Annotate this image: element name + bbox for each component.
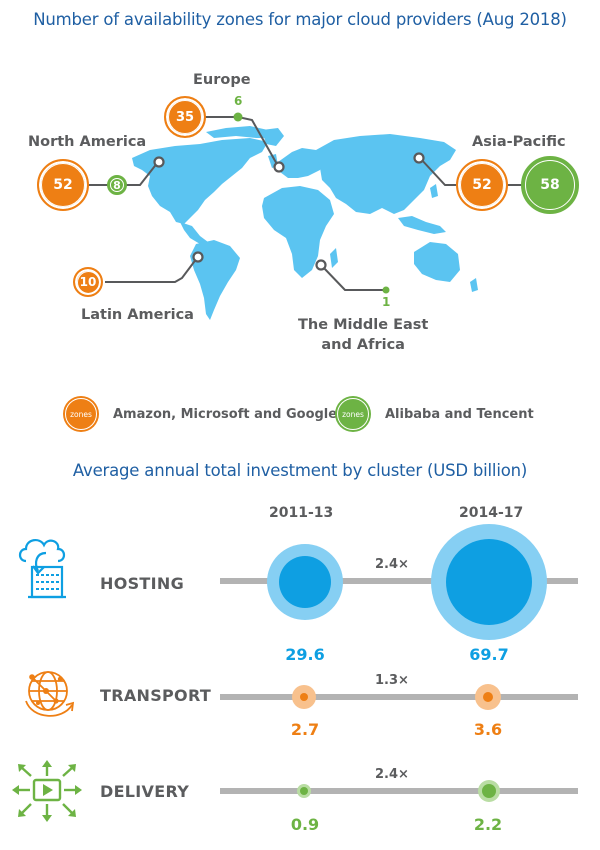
investment-chart-title: Average annual total investment by clust… xyxy=(72,461,528,480)
cluster-label-delivery: DELIVERY xyxy=(100,782,190,801)
region-label-asia-pacific: Asia-Pacific xyxy=(472,134,566,150)
legend-item-us-providers: zones Amazon, Microsoft and Google xyxy=(63,396,337,432)
world-map xyxy=(84,112,522,320)
continents xyxy=(132,126,478,320)
hosting-ratio: 2.4× xyxy=(375,557,409,572)
europe-china-count: 6 xyxy=(234,94,243,108)
bubble-asia-pacific-us: 52 xyxy=(456,159,508,211)
hosting-value-2011-13: 29.6 xyxy=(285,645,325,664)
marker-mea xyxy=(315,259,327,271)
region-label-mea: The Middle East and Africa xyxy=(298,317,429,353)
bubble-latin-america-us: 10 xyxy=(73,267,103,297)
video-broadcast-icon xyxy=(12,760,82,822)
transport-ratio: 1.3× xyxy=(375,673,409,688)
mea-china-count: 1 xyxy=(382,295,391,309)
legend-swatch-orange: zones xyxy=(63,396,99,432)
bubble-europe-us: 35 xyxy=(164,96,206,138)
location-markers xyxy=(153,152,425,271)
delivery-ratio: 2.4× xyxy=(375,767,409,782)
transport-value-2014-17: 3.6 xyxy=(473,720,503,739)
mea-china-dot xyxy=(382,286,390,294)
connector-lines xyxy=(84,116,522,291)
track-hosting xyxy=(220,578,578,584)
delivery-value-2014-17: 2.2 xyxy=(473,815,503,834)
cluster-label-hosting: HOSTING xyxy=(100,574,185,593)
track-transport xyxy=(220,694,578,700)
legend-swatch-green: zones xyxy=(335,396,371,432)
europe-china-dot xyxy=(233,112,243,122)
period-label-2011-13: 2011-13 xyxy=(269,505,334,521)
bubble-north-america-us: 52 xyxy=(37,159,89,211)
legend-item-china-providers: zones Alibaba and Tencent xyxy=(335,396,534,432)
map-chart-title: Number of availability zones for major c… xyxy=(33,10,567,29)
cluster-label-transport: TRANSPORT xyxy=(100,686,212,705)
bubble-asia-pacific-china: 58 xyxy=(521,156,579,214)
marker-latin-america xyxy=(192,251,204,263)
globe-network-icon xyxy=(25,671,75,717)
hosting-value-2014-17: 69.7 xyxy=(469,645,509,664)
transport-value-2011-13: 2.7 xyxy=(290,720,320,739)
bubble-north-america-china: 8 xyxy=(107,175,127,195)
period-label-2014-17: 2014-17 xyxy=(459,505,524,521)
delivery-value-2011-13: 0.9 xyxy=(290,815,320,834)
cloud-datacenter-icon xyxy=(18,539,66,599)
region-label-north-america: North America xyxy=(28,134,147,150)
region-label-latin-america: Latin America xyxy=(81,307,194,323)
track-delivery xyxy=(220,788,578,794)
region-label-europe: Europe xyxy=(193,72,251,88)
marker-north-america xyxy=(153,156,165,168)
marker-europe xyxy=(273,161,285,173)
marker-asia-pacific xyxy=(413,152,425,164)
